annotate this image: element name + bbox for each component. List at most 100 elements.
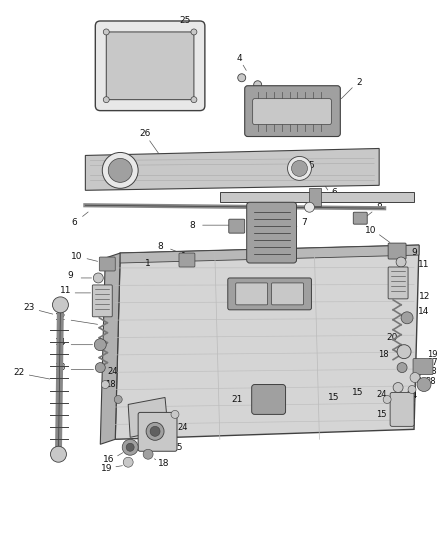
Text: 8: 8 — [376, 203, 382, 212]
Text: 24: 24 — [406, 391, 418, 400]
Text: 1: 1 — [181, 252, 187, 261]
FancyBboxPatch shape — [229, 219, 245, 233]
Text: 14: 14 — [418, 308, 430, 316]
FancyBboxPatch shape — [106, 32, 194, 100]
Circle shape — [143, 449, 153, 459]
Circle shape — [150, 426, 160, 437]
Text: 19: 19 — [427, 350, 437, 359]
Circle shape — [408, 385, 416, 393]
Text: 13: 13 — [411, 373, 423, 382]
FancyBboxPatch shape — [253, 99, 332, 125]
Circle shape — [53, 297, 68, 313]
FancyBboxPatch shape — [92, 285, 112, 317]
Circle shape — [171, 410, 179, 418]
Circle shape — [108, 158, 132, 182]
Text: 10: 10 — [71, 252, 82, 261]
Polygon shape — [100, 253, 120, 445]
FancyBboxPatch shape — [413, 359, 433, 375]
Circle shape — [94, 338, 106, 351]
FancyBboxPatch shape — [236, 283, 268, 305]
Text: 25: 25 — [179, 17, 191, 26]
Text: 15: 15 — [328, 393, 339, 402]
FancyBboxPatch shape — [228, 278, 311, 310]
Text: 8: 8 — [157, 241, 163, 251]
Circle shape — [102, 152, 138, 188]
Text: 2: 2 — [357, 78, 362, 87]
FancyBboxPatch shape — [272, 283, 304, 305]
Text: 15: 15 — [352, 388, 363, 397]
Circle shape — [397, 362, 407, 373]
Circle shape — [191, 96, 197, 103]
Circle shape — [123, 457, 133, 467]
Circle shape — [95, 362, 105, 373]
FancyBboxPatch shape — [95, 21, 205, 111]
Circle shape — [238, 74, 246, 82]
Text: 6: 6 — [332, 188, 337, 197]
Text: 5: 5 — [308, 161, 314, 170]
Circle shape — [126, 443, 134, 451]
Text: 15: 15 — [376, 410, 386, 419]
FancyBboxPatch shape — [353, 212, 367, 224]
Text: 7: 7 — [302, 217, 307, 227]
Text: 11: 11 — [60, 286, 71, 295]
Text: 24: 24 — [376, 390, 386, 399]
Bar — [220, 192, 414, 202]
Text: 13: 13 — [55, 363, 66, 372]
Text: 11: 11 — [418, 260, 430, 269]
Circle shape — [393, 383, 403, 392]
Text: 18: 18 — [105, 380, 116, 389]
Text: 4: 4 — [237, 54, 243, 63]
Circle shape — [383, 395, 391, 403]
Text: 10: 10 — [365, 225, 377, 235]
Text: 6: 6 — [71, 217, 77, 227]
Text: 15: 15 — [172, 443, 184, 452]
FancyBboxPatch shape — [99, 257, 115, 271]
Circle shape — [93, 273, 103, 283]
Circle shape — [304, 202, 314, 212]
Circle shape — [254, 80, 261, 88]
FancyBboxPatch shape — [245, 86, 340, 136]
Text: 1: 1 — [145, 259, 151, 268]
Polygon shape — [120, 245, 419, 263]
Bar — [310, 188, 321, 206]
Circle shape — [101, 381, 109, 389]
Text: 8: 8 — [189, 221, 195, 230]
Polygon shape — [85, 149, 379, 190]
FancyBboxPatch shape — [252, 384, 286, 414]
Text: 24: 24 — [178, 423, 188, 432]
Circle shape — [401, 312, 413, 324]
Text: 19: 19 — [100, 464, 112, 473]
Circle shape — [122, 439, 138, 455]
FancyBboxPatch shape — [390, 392, 414, 426]
Text: 17: 17 — [427, 358, 437, 367]
Circle shape — [397, 345, 411, 359]
Polygon shape — [128, 398, 168, 437]
FancyBboxPatch shape — [247, 202, 297, 263]
Circle shape — [417, 377, 431, 392]
Text: 18: 18 — [426, 367, 436, 376]
Circle shape — [287, 157, 311, 180]
Text: 12: 12 — [55, 313, 66, 322]
Text: 28: 28 — [426, 377, 436, 386]
FancyBboxPatch shape — [138, 413, 177, 451]
Text: 14: 14 — [55, 338, 66, 347]
Circle shape — [103, 96, 109, 103]
Text: 18: 18 — [378, 350, 389, 359]
Text: 16: 16 — [102, 455, 114, 464]
Circle shape — [292, 160, 307, 176]
Polygon shape — [115, 245, 419, 439]
Circle shape — [146, 422, 164, 440]
FancyBboxPatch shape — [388, 267, 408, 299]
Text: 20: 20 — [386, 333, 398, 342]
Text: 18: 18 — [158, 459, 170, 468]
Text: 9: 9 — [411, 247, 417, 256]
Circle shape — [396, 257, 406, 267]
Circle shape — [50, 446, 67, 462]
Text: 21: 21 — [231, 395, 242, 404]
Circle shape — [410, 373, 420, 383]
Circle shape — [103, 29, 109, 35]
Text: 9: 9 — [67, 271, 73, 280]
Text: 23: 23 — [23, 303, 34, 312]
Text: 24: 24 — [107, 367, 117, 376]
Text: 22: 22 — [13, 368, 24, 377]
